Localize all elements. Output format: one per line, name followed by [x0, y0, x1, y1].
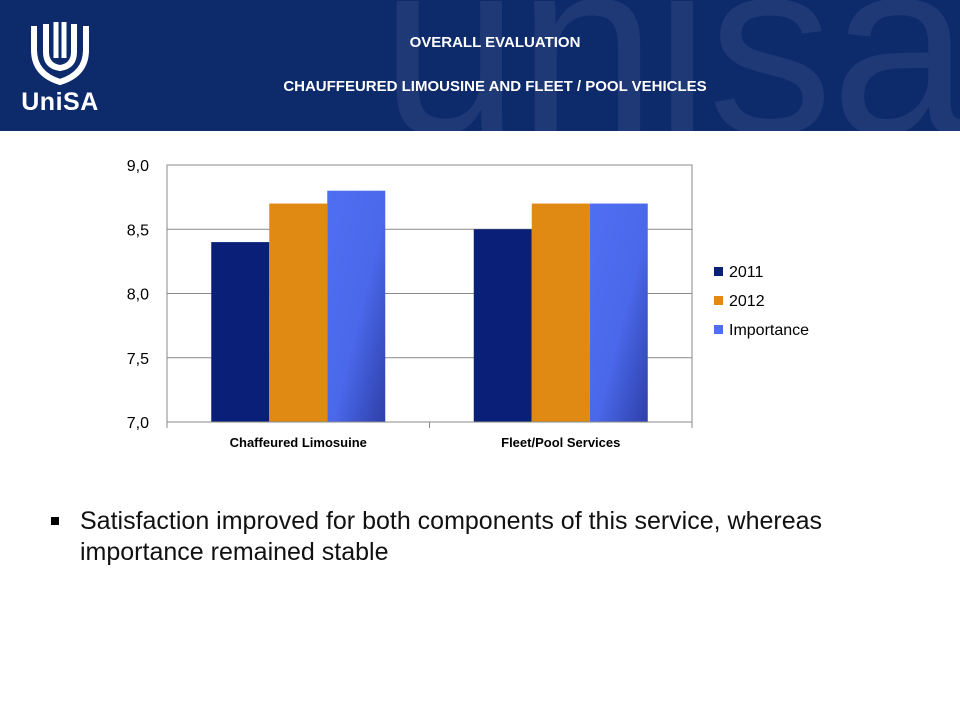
legend-label-2011: 2011: [729, 264, 764, 281]
unisa-shield-icon: [31, 22, 89, 86]
slide-subtitle: CHAUFFEURED LIMOUSINE AND FLEET / POOL V…: [283, 78, 707, 95]
bar-2011-1: [473, 229, 532, 422]
x-category-label: Fleet/Pool Services: [501, 435, 620, 450]
slide-title: OVERALL EVALUATION: [409, 34, 581, 51]
legend-swatch-importance: [714, 325, 723, 334]
bar-2011-0: [211, 242, 270, 422]
legend-swatch-2012: [714, 296, 723, 305]
chart-bars: [211, 190, 648, 422]
y-tick-label: 8,0: [127, 287, 149, 304]
header-watermark: unisa: [380, 0, 960, 131]
x-category-label: Chaffeured Limosuine: [230, 435, 367, 450]
bar-2012-1: [531, 203, 590, 422]
y-tick-label: 7,5: [127, 351, 149, 368]
bar-2012-0: [269, 203, 328, 422]
bullet-square-icon: [51, 517, 59, 525]
legend-swatch-2011: [714, 267, 723, 276]
chart-legend: 2011 2012 Importance: [714, 264, 809, 339]
legend-label-importance: Importance: [729, 322, 809, 339]
y-tick-label: 9,0: [127, 158, 149, 175]
bar-importance-0: [327, 190, 386, 422]
chart-axes: [166, 164, 693, 428]
legend-label-2012: 2012: [729, 293, 765, 310]
bar-importance-1: [589, 203, 648, 422]
logo-text: UniSA: [21, 88, 99, 116]
chart-labels: 7,0 7,5 8,0 8,5 9,0 Chaffeured Limosuine Fleet…: [127, 158, 621, 450]
bullet-item: Satisfaction improved for both component…: [80, 507, 823, 566]
y-tick-label: 7,0: [127, 415, 149, 432]
bullet-list: Satisfaction improved for both component…: [48, 506, 928, 568]
unisa-logo: UniSA: [20, 18, 100, 118]
slide-header: unisa UniSA OVERALL EVALUATION CHAUFFEUR…: [0, 0, 960, 131]
y-tick-label: 8,5: [127, 222, 149, 239]
